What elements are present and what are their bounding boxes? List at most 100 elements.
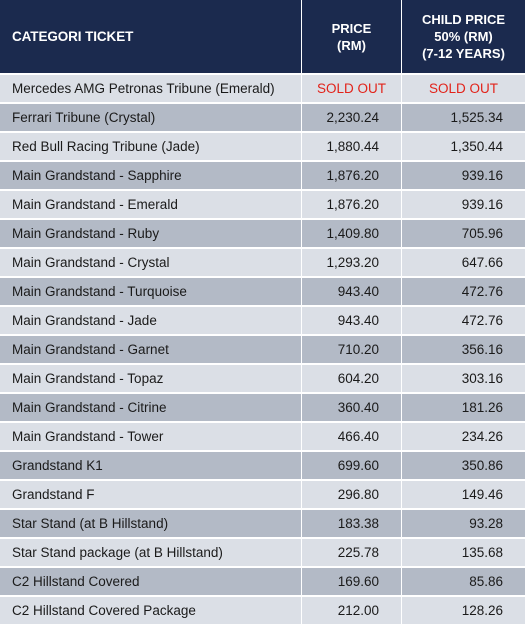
row-divider (0, 276, 525, 278)
ticket-category: Star Stand (at B Hillstand) (0, 510, 301, 537)
ticket-category: Main Grandstand - Topaz (0, 365, 301, 392)
ticket-price: 360.40 (302, 394, 401, 421)
child-price: 647.66 (402, 249, 525, 276)
row-divider (0, 392, 525, 394)
column-divider (401, 220, 402, 247)
ticket-price: 1,880.44 (302, 133, 401, 160)
row-divider (0, 363, 525, 365)
column-divider (301, 0, 302, 73)
ticket-category: Main Grandstand - Sapphire (0, 162, 301, 189)
column-divider (401, 162, 402, 189)
column-divider (301, 394, 302, 421)
column-divider (401, 191, 402, 218)
column-divider (401, 278, 402, 305)
row-divider (0, 537, 525, 539)
ticket-category: Ferrari Tribune (Crystal) (0, 104, 301, 131)
row-divider (0, 247, 525, 249)
column-divider (301, 220, 302, 247)
ticket-price: 943.40 (302, 278, 401, 305)
child-price: 350.86 (402, 452, 525, 479)
column-divider (401, 249, 402, 276)
row-divider (0, 131, 525, 133)
column-divider (401, 452, 402, 479)
child-price: 93.28 (402, 510, 525, 537)
child-price: 1,350.44 (402, 133, 525, 160)
row-divider (0, 595, 525, 597)
ticket-category: Main Grandstand - Crystal (0, 249, 301, 276)
child-price: 85.86 (402, 568, 525, 595)
child-price: 181.26 (402, 394, 525, 421)
row-divider (0, 450, 525, 452)
ticket-price: 943.40 (302, 307, 401, 334)
header-category: CATEGORI TICKET (0, 0, 301, 73)
child-price: 149.46 (402, 481, 525, 508)
child-price: 939.16 (402, 191, 525, 218)
ticket-price: 225.78 (302, 539, 401, 566)
row-divider (0, 508, 525, 510)
ticket-price: 169.60 (302, 568, 401, 595)
column-divider (301, 191, 302, 218)
ticket-price: 1,876.20 (302, 162, 401, 189)
column-divider (301, 539, 302, 566)
ticket-category: Grandstand F (0, 481, 301, 508)
column-divider (301, 104, 302, 131)
ticket-price: 296.80 (302, 481, 401, 508)
column-divider (301, 423, 302, 450)
row-divider (0, 421, 525, 423)
child-price: 356.16 (402, 336, 525, 363)
column-divider (401, 75, 402, 102)
child-price: 939.16 (402, 162, 525, 189)
ticket-price: 1,409.80 (302, 220, 401, 247)
column-divider (301, 510, 302, 537)
row-divider (0, 334, 525, 336)
child-price: 234.26 (402, 423, 525, 450)
column-divider (301, 75, 302, 102)
header-child-price: CHILD PRICE 50% (RM) (7-12 YEARS) (402, 0, 525, 73)
column-divider (401, 568, 402, 595)
ticket-price: 2,230.24 (302, 104, 401, 131)
ticket-category: Main Grandstand - Jade (0, 307, 301, 334)
ticket-category: Main Grandstand - Citrine (0, 394, 301, 421)
ticket-price: 183.38 (302, 510, 401, 537)
child-price: 705.96 (402, 220, 525, 247)
child-price: 303.16 (402, 365, 525, 392)
column-divider (301, 133, 302, 160)
sold-out-child-price: SOLD OUT (402, 75, 525, 102)
row-divider (0, 189, 525, 191)
column-divider (401, 307, 402, 334)
column-divider (401, 336, 402, 363)
ticket-category: Red Bull Racing Tribune (Jade) (0, 133, 301, 160)
column-divider (401, 423, 402, 450)
column-divider (301, 249, 302, 276)
column-divider (401, 0, 402, 73)
column-divider (401, 539, 402, 566)
ticket-price: 1,293.20 (302, 249, 401, 276)
child-price: 1,525.34 (402, 104, 525, 131)
row-divider (0, 160, 525, 162)
ticket-category: C2 Hillstand Covered Package (0, 597, 301, 624)
column-divider (401, 133, 402, 160)
row-divider (0, 73, 525, 75)
ticket-price: 699.60 (302, 452, 401, 479)
ticket-price: 466.40 (302, 423, 401, 450)
column-divider (301, 452, 302, 479)
child-price: 472.76 (402, 278, 525, 305)
column-divider (301, 481, 302, 508)
column-divider (301, 278, 302, 305)
ticket-price: 710.20 (302, 336, 401, 363)
ticket-category: Main Grandstand - Garnet (0, 336, 301, 363)
column-divider (401, 394, 402, 421)
row-divider (0, 479, 525, 481)
sold-out-price: SOLD OUT (302, 75, 401, 102)
ticket-category: Main Grandstand - Ruby (0, 220, 301, 247)
column-divider (301, 307, 302, 334)
row-divider (0, 566, 525, 568)
row-divider (0, 218, 525, 220)
ticket-category: Star Stand package (at B Hillstand) (0, 539, 301, 566)
column-divider (401, 597, 402, 624)
child-price: 135.68 (402, 539, 525, 566)
column-divider (301, 597, 302, 624)
ticket-category: Main Grandstand - Emerald (0, 191, 301, 218)
column-divider (301, 162, 302, 189)
